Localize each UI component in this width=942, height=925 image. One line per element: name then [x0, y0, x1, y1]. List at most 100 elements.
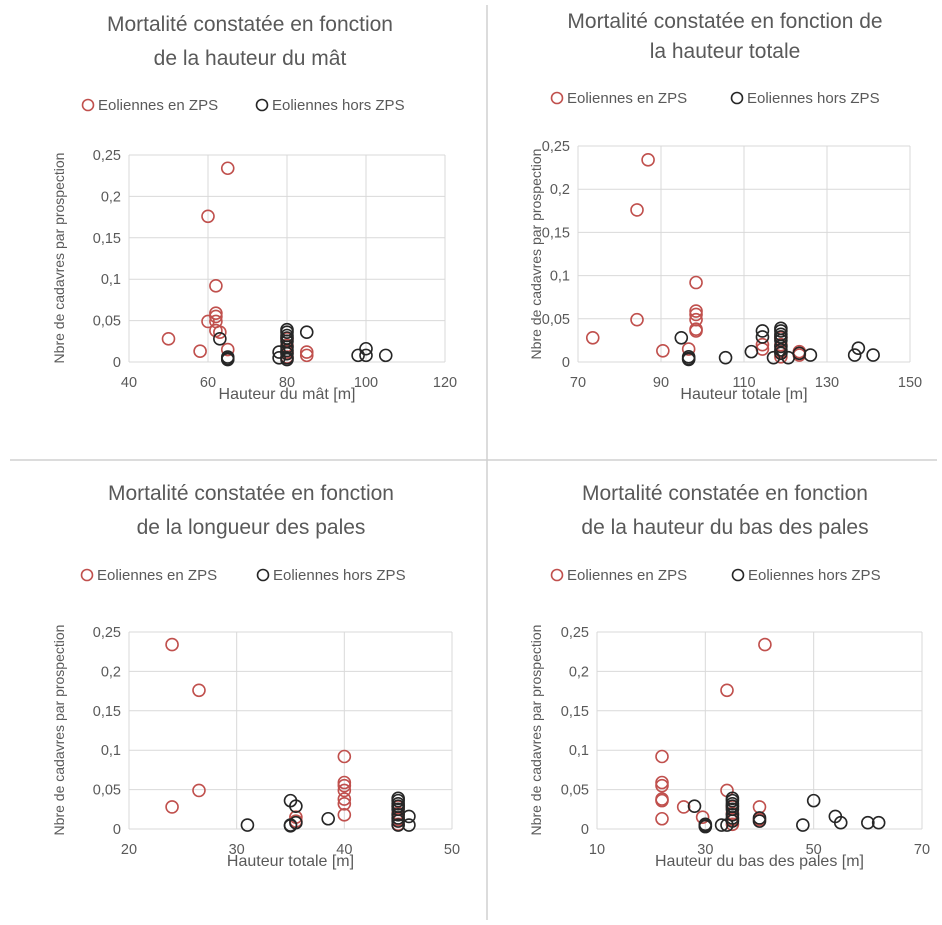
x-tick-label: 130	[815, 375, 839, 391]
x-tick-label: 30	[229, 842, 245, 858]
data-point-zps	[209, 279, 223, 293]
chart-title: Mortalité constatée en fonction	[108, 482, 394, 505]
data-point-zps	[752, 800, 767, 814]
x-axis-title: Hauteur du bas des pales [m]	[655, 853, 864, 870]
data-point-zps	[337, 808, 352, 822]
chart-title: Mortalité constatée en fonction de	[567, 10, 882, 33]
chart-panel-3: Mortalité constatée en fonction de la lon…	[51, 482, 460, 870]
data-point-hors-zps	[220, 352, 235, 367]
y-tick-label: 0,05	[93, 783, 121, 799]
y-tick-label: 0,15	[93, 231, 121, 247]
data-point-zps	[755, 337, 770, 352]
data-point-hors-zps	[391, 818, 405, 832]
legend-marker-2	[731, 568, 745, 582]
legend-label-2: Eoliennes hors ZPS	[272, 97, 405, 114]
chart-subtitle: de la hauteur du bas des pales	[581, 516, 868, 539]
data-point-hors-zps	[752, 814, 767, 828]
data-point-zps	[165, 637, 179, 652]
y-tick-label: 0,15	[561, 704, 589, 720]
x-tick-label: 70	[570, 375, 586, 391]
data-point-hors-zps	[725, 814, 740, 828]
data-point-zps	[630, 203, 644, 217]
data-point-hors-zps	[681, 352, 696, 367]
y-axis-title: Nbre de cadavres par prospection	[528, 149, 544, 360]
data-point-zps	[720, 683, 734, 698]
legend-label-1: Eoliennes en ZPS	[567, 90, 687, 107]
x-tick-label: 120	[433, 375, 457, 391]
data-point-hors-zps	[766, 350, 781, 365]
x-axis-title: Hauteur totale [m]	[680, 386, 807, 403]
data-point-zps	[689, 304, 703, 318]
y-tick-label: 0	[113, 355, 121, 371]
data-point-zps	[695, 810, 710, 824]
x-tick-label: 90	[653, 375, 669, 391]
y-tick-label: 0,05	[561, 783, 589, 799]
data-point-hors-zps	[321, 811, 335, 826]
chart-subtitle: la hauteur totale	[650, 40, 801, 63]
data-point-zps	[299, 348, 314, 363]
data-point-zps	[192, 783, 206, 798]
data-point-hors-zps	[744, 344, 759, 359]
chart-title: Mortalité constatée en fonction	[107, 13, 393, 36]
y-tick-label: 0,15	[93, 704, 121, 720]
y-tick-label: 0,25	[561, 625, 589, 641]
data-point-zps	[689, 324, 703, 338]
data-point-hors-zps	[774, 330, 788, 344]
data-point-hors-zps	[871, 815, 886, 830]
legend-marker-2	[730, 91, 744, 105]
data-point-zps	[337, 792, 352, 806]
x-tick-label: 30	[697, 842, 713, 858]
data-point-hors-zps	[280, 343, 294, 358]
data-point-zps	[337, 783, 352, 798]
x-tick-label: 100	[354, 375, 378, 391]
x-tick-label: 80	[279, 375, 295, 391]
data-point-zps	[220, 342, 235, 357]
legend-label-2: Eoliennes hors ZPS	[747, 90, 880, 107]
data-point-hors-zps	[851, 341, 866, 355]
legend-marker-1	[550, 568, 564, 582]
legend-label-2: Eoliennes hors ZPS	[273, 567, 406, 584]
data-point-zps	[209, 309, 223, 324]
y-axis-title: Nbre de cadavres par prospection	[51, 153, 67, 364]
chart-subtitle: de la longueur des pales	[137, 516, 366, 539]
data-point-hors-zps	[402, 809, 416, 824]
y-tick-label: 0,25	[93, 625, 121, 641]
data-point-zps	[337, 778, 352, 793]
legend-label-2: Eoliennes hors ZPS	[748, 567, 881, 584]
data-point-hors-zps	[774, 346, 788, 361]
y-tick-label: 0,15	[542, 225, 570, 241]
y-tick-label: 0,1	[101, 272, 121, 288]
data-point-hors-zps	[359, 348, 373, 363]
data-point-zps	[676, 800, 691, 814]
x-tick-label: 40	[121, 375, 137, 391]
data-point-hors-zps	[861, 815, 875, 830]
legend-label-1: Eoliennes en ZPS	[97, 567, 217, 584]
data-point-zps	[774, 350, 788, 364]
data-point-hors-zps	[280, 352, 294, 367]
legend-marker-2	[255, 98, 269, 112]
x-tick-label: 150	[898, 375, 922, 391]
data-point-hors-zps	[774, 343, 788, 357]
y-tick-label: 0,1	[101, 743, 121, 759]
data-point-hors-zps	[718, 350, 733, 365]
data-point-zps	[193, 344, 207, 359]
data-point-hors-zps	[803, 348, 818, 362]
y-tick-label: 0,05	[93, 314, 121, 330]
data-point-zps	[337, 749, 352, 764]
data-point-zps	[758, 637, 772, 652]
legend-label-1: Eoliennes en ZPS	[98, 97, 218, 114]
x-axis-title: Hauteur totale [m]	[227, 853, 354, 870]
y-tick-label: 0,25	[542, 139, 570, 155]
data-point-hors-zps	[698, 819, 713, 834]
data-point-zps	[655, 811, 669, 826]
x-tick-label: 20	[121, 842, 137, 858]
data-point-hors-zps	[755, 330, 770, 344]
data-point-hors-zps	[289, 815, 303, 830]
y-tick-label: 0,2	[101, 189, 121, 205]
data-point-zps	[161, 332, 176, 346]
chart-panel-2: Mortalité constatée en fonction de la hau…	[528, 10, 922, 403]
data-point-zps	[201, 209, 215, 224]
data-point-hors-zps	[289, 799, 303, 813]
data-point-zps	[165, 800, 179, 814]
y-tick-label: 0,2	[101, 664, 121, 680]
